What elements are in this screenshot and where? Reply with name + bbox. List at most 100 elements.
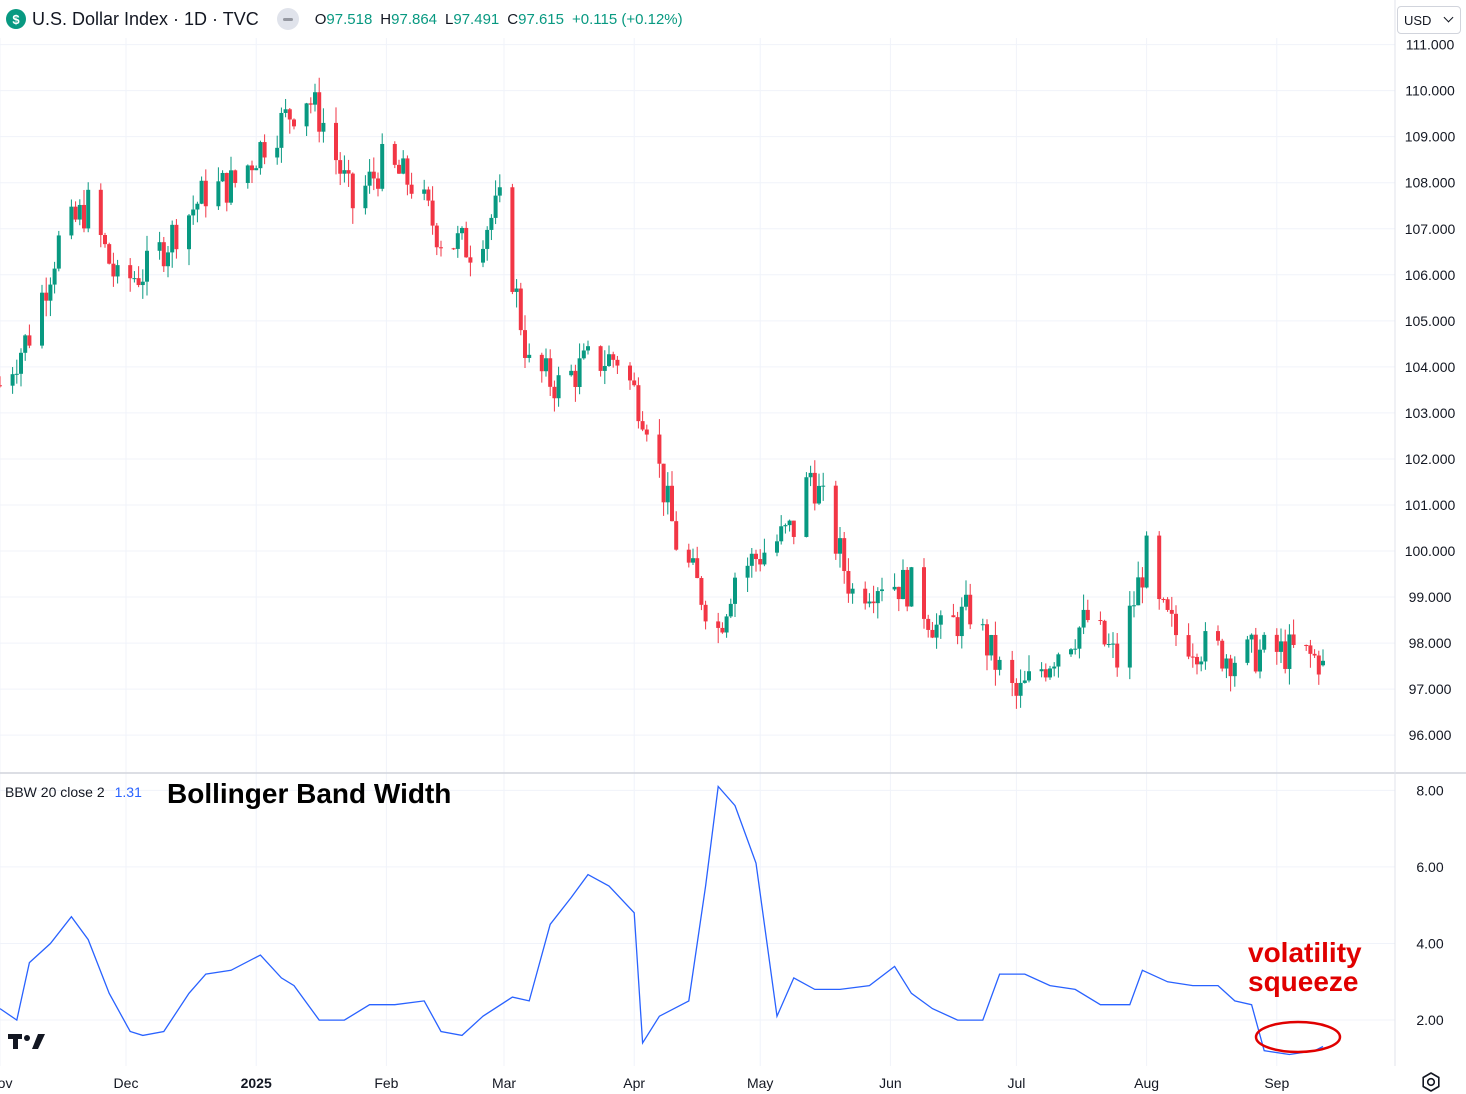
candle-body [670, 485, 674, 522]
candle-body [346, 170, 351, 174]
candle-body [758, 559, 763, 565]
settings-gear-icon[interactable] [1420, 1071, 1442, 1093]
candle-body [985, 624, 989, 656]
candle-body [199, 180, 204, 204]
candle-body [342, 170, 347, 174]
candle-body [262, 142, 267, 158]
candle-body [569, 370, 574, 376]
candle-body [136, 278, 141, 286]
currency-label: USD [1404, 12, 1432, 28]
hide-toggle-icon[interactable] [276, 8, 299, 30]
indicator-value: 1.31 [114, 784, 142, 800]
time-tick-label: Nov [0, 1075, 12, 1091]
ohlc-high: H97.864 [380, 10, 438, 28]
candle-body [166, 252, 170, 267]
price-tick-label: 102.000 [1405, 451, 1456, 467]
candle-body [140, 281, 145, 286]
candle-body [989, 634, 994, 656]
indicator-title: Bollinger Band Width [167, 778, 452, 809]
candle-body [880, 589, 884, 592]
candle-body [48, 284, 53, 301]
candle-body [86, 189, 91, 229]
candle-body [926, 618, 931, 630]
candle-body [1224, 658, 1229, 669]
candle-body [607, 354, 611, 366]
time-tick-label: Jul [1007, 1075, 1025, 1091]
candle-body [220, 172, 225, 182]
candle-body [1190, 656, 1195, 658]
squeeze-annotation-line2: squeeze [1248, 966, 1359, 997]
candle-body [510, 187, 515, 292]
candle-body [602, 365, 607, 371]
candle-body [191, 209, 196, 216]
dollar-icon[interactable]: $ [6, 9, 26, 29]
candle-body [716, 621, 721, 628]
candle-body [233, 170, 238, 183]
candle-body [145, 250, 149, 282]
candle-body [1157, 535, 1162, 600]
ohlc-open: O97.518 [314, 10, 373, 28]
currency-select[interactable]: USD [1397, 6, 1461, 34]
candle-body [749, 553, 754, 566]
candle-body [1111, 643, 1115, 645]
price-tick-label: 97.000 [1409, 681, 1452, 697]
candle-body [514, 288, 519, 292]
candle-body [195, 203, 200, 210]
candle-body [468, 257, 473, 263]
candle-body [791, 520, 796, 537]
candle-body [1232, 662, 1237, 677]
candle-body [132, 278, 137, 280]
candle-body [733, 577, 737, 604]
symbol-title[interactable]: U.S. Dollar Index · 1D · TVC [32, 8, 259, 29]
candle-body [489, 217, 494, 230]
candle-body [1316, 655, 1321, 675]
candle-body [52, 268, 57, 285]
candle-body [812, 472, 817, 504]
squeeze-annotation: volatility squeeze [1248, 938, 1362, 996]
candle-body [1098, 620, 1103, 622]
candle-body [376, 178, 380, 189]
candle-body [1014, 682, 1019, 696]
candle-body [745, 565, 750, 578]
candle-body [754, 553, 758, 560]
bbw-tick-label: 6.00 [1416, 859, 1443, 875]
candle-body [577, 358, 582, 387]
candle-body [665, 485, 670, 503]
squeeze-circle [1254, 1020, 1342, 1054]
candle-body [821, 485, 826, 487]
candle-body [430, 200, 435, 226]
candle-body [380, 143, 385, 189]
candle-body [724, 616, 729, 633]
candle-body [581, 350, 586, 359]
indicator-legend[interactable]: BBW 20 close 2 1.31 [5, 784, 142, 800]
candle-body [371, 171, 376, 179]
candle-body [497, 187, 502, 196]
candle-body [1136, 577, 1141, 606]
candle-body [573, 370, 578, 387]
candle-body [842, 538, 847, 572]
time-tick-label: Feb [374, 1075, 398, 1091]
candle-body [157, 242, 162, 251]
candle-body [1115, 643, 1120, 668]
candle-body [14, 373, 19, 375]
candle-body [304, 103, 309, 127]
candle-body [644, 429, 649, 435]
candle-body [258, 142, 263, 169]
candle-body [481, 248, 485, 263]
candle-body [951, 615, 956, 618]
candle-body [107, 244, 112, 264]
candle-body [1220, 640, 1225, 669]
candle-body [317, 92, 322, 132]
tradingview-logo-icon[interactable] [8, 1030, 46, 1052]
candle-body [775, 541, 779, 553]
candle-body [1069, 649, 1073, 655]
candle-body [73, 206, 78, 220]
candle-body [640, 421, 645, 430]
candle-body [439, 247, 443, 249]
candle-body [1304, 644, 1309, 646]
candle-body [397, 164, 401, 174]
candle-body [485, 229, 490, 249]
candle-body [1174, 613, 1178, 636]
candle-body [674, 521, 679, 550]
